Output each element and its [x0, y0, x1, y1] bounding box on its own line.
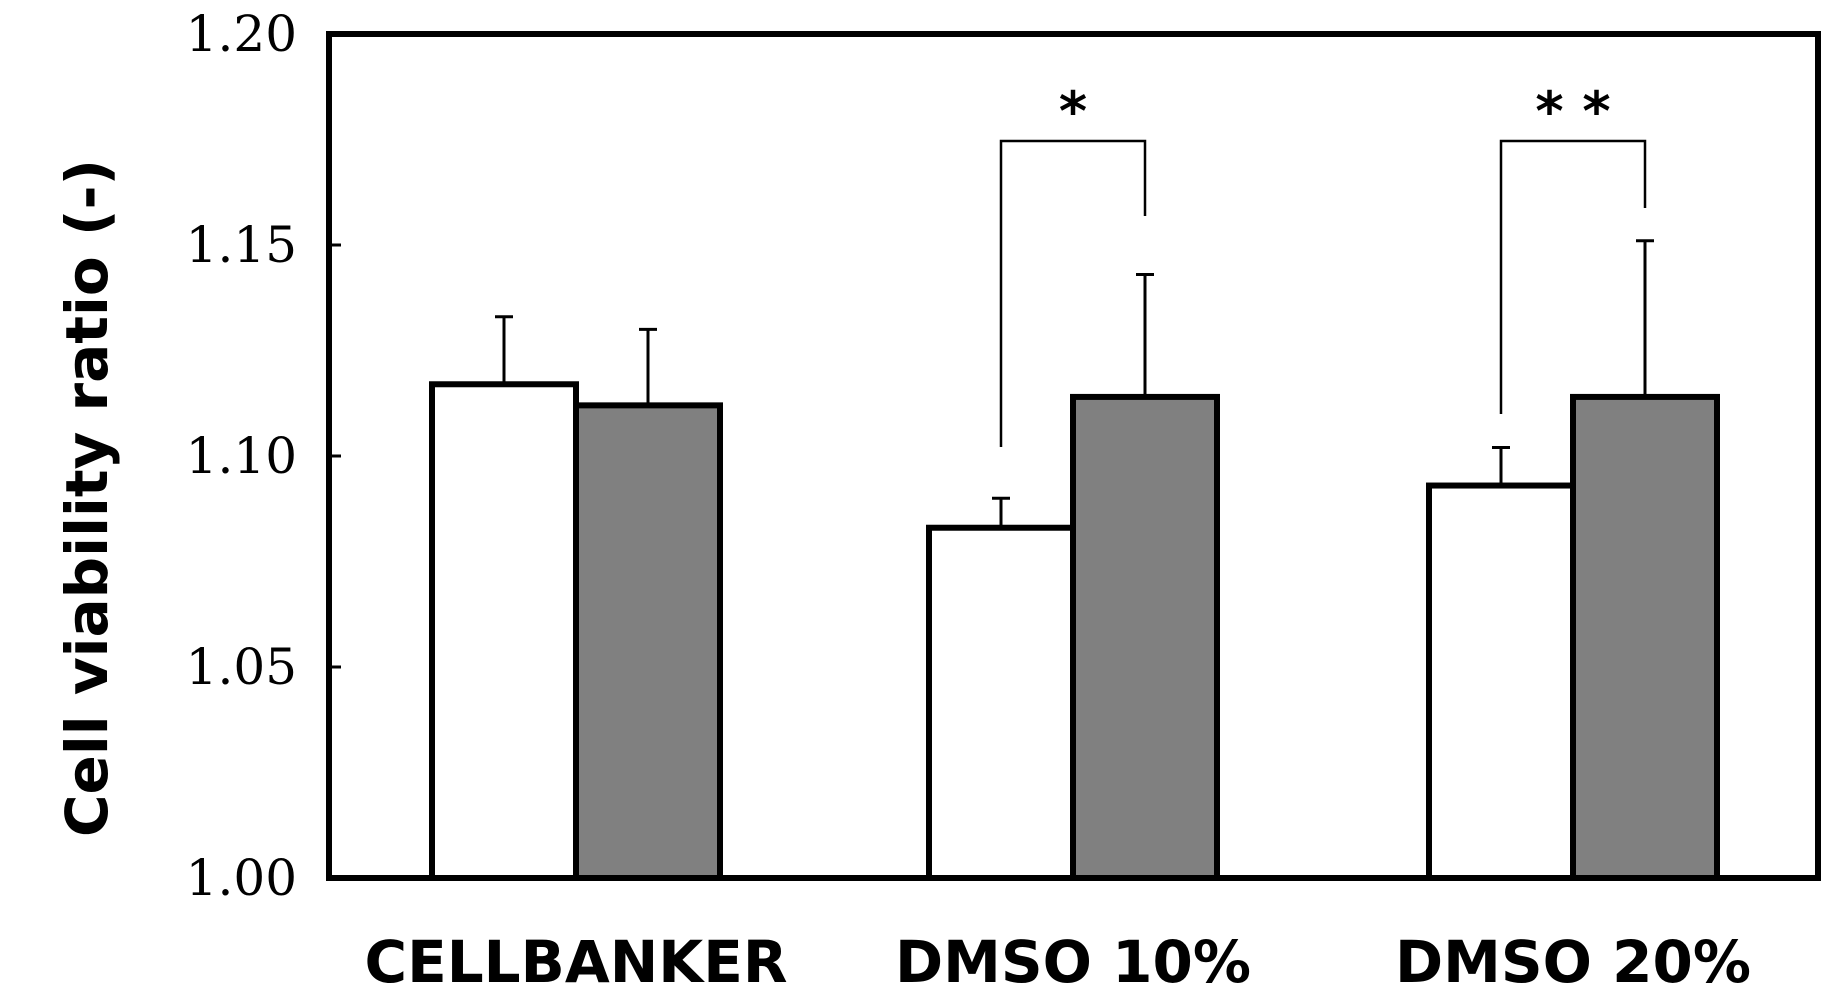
y-tick-label: 1.15: [186, 216, 297, 274]
significance-bracket: [1499, 139, 1647, 414]
bars-group: [429, 381, 1720, 881]
y-tick-label: 1.05: [186, 638, 297, 696]
bar: [1570, 393, 1720, 881]
bar: [1070, 393, 1220, 881]
bar: [1426, 482, 1576, 881]
significance-bracket: [999, 139, 1147, 447]
significance-marker: * *: [1535, 80, 1610, 143]
significance-group: * * *: [999, 80, 1647, 447]
category-labels-group: CELLBANKER DMSO 10% DMSO 20%: [365, 928, 1751, 996]
category-label: DMSO 20%: [1395, 928, 1751, 996]
bar: [926, 524, 1076, 881]
bar: [573, 402, 723, 881]
bar: [429, 381, 579, 881]
significance-marker: *: [1059, 80, 1087, 143]
error-bars-group: [495, 239, 1654, 528]
y-tick-label: 1.00: [186, 849, 297, 907]
y-tick-group: 1.00 1.05 1.10 1.15 1.20: [186, 5, 341, 907]
y-tick-label: 1.10: [186, 427, 297, 485]
category-label: DMSO 10%: [895, 928, 1251, 996]
y-tick-label: 1.20: [186, 5, 297, 63]
category-label: CELLBANKER: [365, 928, 788, 996]
plot-frame: [326, 31, 1821, 881]
y-axis-label: Cell viability ratio (-): [53, 159, 121, 837]
